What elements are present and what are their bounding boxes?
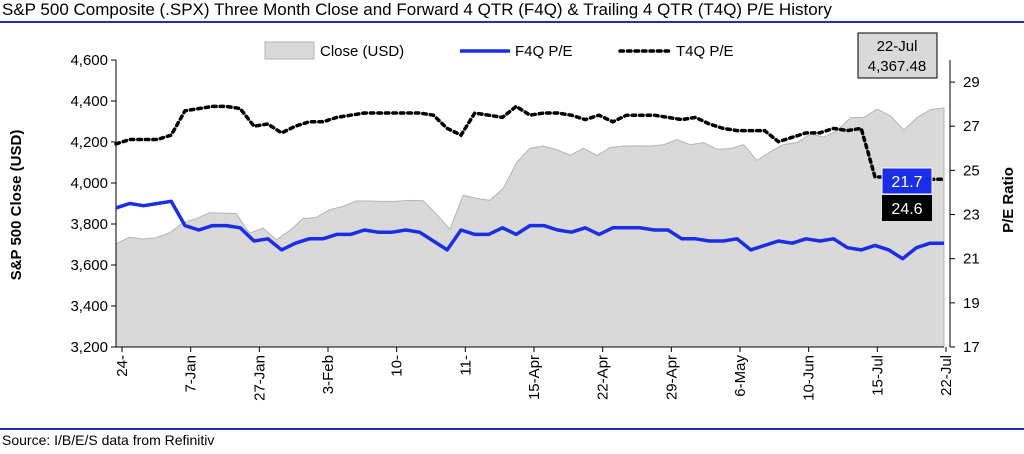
f4q-end-value: 21.7 — [891, 174, 922, 191]
legend-swatch-close — [264, 41, 315, 60]
y-tick-label-right: 19 — [963, 295, 980, 312]
legend-label-close: Close (USD) — [320, 43, 404, 60]
y-tick-label-left: 3,200 — [70, 339, 108, 356]
y-axis-title-left: S&P 500 Close (USD) — [8, 130, 25, 281]
legend-label-f4q: F4Q P/E — [515, 43, 573, 60]
y-tick-label-left: 3,400 — [70, 298, 108, 315]
x-tick-label: 10-Jun — [801, 355, 818, 401]
x-tick-label: 22-Jul — [938, 355, 955, 396]
legend-label-t4q: T4Q P/E — [676, 43, 734, 60]
t4q-end-value: 24.6 — [891, 201, 922, 218]
t4q-end-tag: 24.6 — [882, 195, 932, 221]
x-tick-label: 6-May — [732, 355, 749, 397]
x-tick-label: 15-Jul — [869, 355, 886, 396]
x-tick-label: 29-Apr — [663, 355, 680, 400]
latest-close-callout: 22-Jul 4,367.48 — [857, 32, 938, 79]
t4q-line — [114, 104, 946, 181]
y-tick-label-right: 23 — [963, 207, 980, 224]
y-tick-label-left: 4,200 — [70, 134, 108, 151]
y-tick-label-left: 4,600 — [70, 52, 108, 69]
y-axis-title-right: P/E Ratio — [1000, 167, 1017, 233]
y-tick-label-right: 27 — [963, 118, 980, 135]
source-note: Source: I/B/E/S data from Refinitiv — [2, 432, 215, 448]
y-tick-label-right: 17 — [963, 339, 980, 356]
tick-labels-layer: 3,200 3,400 3,600 3,800 4,000 4,200 4,400 4,600… — [70, 52, 979, 401]
x-tick-label: 15-Apr — [526, 355, 543, 400]
x-tick-label: 7-Jan — [183, 355, 200, 393]
f4q-line — [115, 199, 944, 261]
x-tick-label: 3-Feb — [320, 355, 337, 394]
x-tick-label: 24- — [114, 355, 131, 377]
x-tick-label: 22-Apr — [595, 355, 612, 400]
callout-date: 22-Jul — [877, 38, 918, 55]
pe-lines-layer — [114, 104, 946, 261]
legend: Close (USD) F4Q P/E T4Q P/E — [264, 41, 734, 60]
y-tick-label-left: 3,600 — [70, 257, 108, 274]
f4q-end-tag: 21.7 — [881, 167, 933, 195]
axes-layer — [111, 59, 955, 352]
y-tick-label-right: 21 — [963, 251, 980, 268]
y-tick-label-right: 25 — [963, 162, 980, 179]
y-tick-label-right: 29 — [963, 74, 980, 91]
x-tick-label: 27-Jan — [251, 355, 268, 401]
y-tick-label-left: 4,400 — [70, 93, 108, 110]
top-rule — [0, 21, 1024, 23]
chart-title: S&P 500 Composite (.SPX) Three Month Clo… — [2, 0, 832, 19]
x-tick-label: 10- — [389, 355, 406, 377]
x-tick-label: 11- — [457, 355, 474, 376]
bottom-rule — [0, 428, 1024, 430]
y-tick-label-left: 3,800 — [70, 216, 108, 233]
y-tick-label-left: 4,000 — [70, 175, 108, 192]
callout-value: 4,367.48 — [868, 58, 926, 75]
